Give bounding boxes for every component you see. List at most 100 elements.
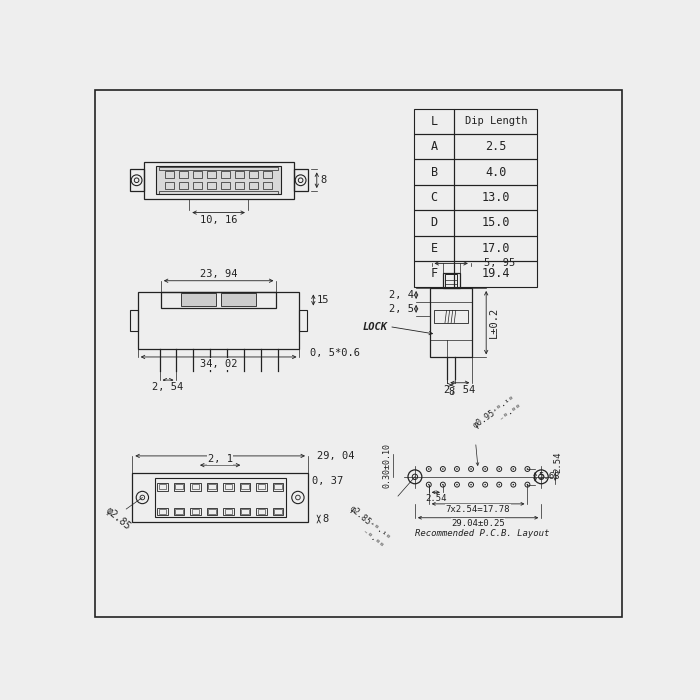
- Text: 0.30±0.10: 0.30±0.10: [382, 443, 391, 488]
- Text: 29, 04: 29, 04: [317, 451, 355, 461]
- Bar: [256, 508, 267, 515]
- Bar: [274, 484, 281, 489]
- Bar: [132, 473, 308, 522]
- Bar: [414, 160, 454, 185]
- Bar: [157, 508, 168, 515]
- Bar: [454, 210, 538, 236]
- Bar: [256, 483, 267, 491]
- Circle shape: [484, 468, 486, 470]
- Bar: [414, 261, 454, 286]
- Text: 2, 5: 2, 5: [389, 304, 414, 314]
- Text: 5, 95: 5, 95: [484, 258, 515, 268]
- Bar: [179, 182, 188, 189]
- Circle shape: [512, 468, 514, 470]
- Circle shape: [526, 484, 528, 485]
- Bar: [454, 108, 538, 134]
- Bar: [430, 288, 473, 357]
- Text: 8: 8: [321, 175, 327, 186]
- Bar: [294, 169, 307, 191]
- Circle shape: [484, 484, 486, 485]
- Bar: [165, 172, 174, 178]
- Text: 2.54: 2.54: [425, 494, 447, 503]
- Bar: [414, 108, 454, 134]
- Bar: [241, 484, 248, 489]
- Bar: [442, 273, 460, 288]
- Bar: [130, 309, 138, 331]
- Bar: [174, 483, 184, 491]
- Bar: [221, 172, 230, 178]
- Bar: [130, 169, 144, 191]
- Text: L: L: [430, 115, 438, 128]
- Text: 0, 37: 0, 37: [312, 476, 343, 486]
- Text: 0, 5*0.6: 0, 5*0.6: [310, 348, 360, 358]
- Text: 19.4: 19.4: [482, 267, 510, 280]
- Bar: [223, 508, 234, 515]
- Bar: [158, 509, 167, 514]
- Text: Recommended P.C.B. Layout: Recommended P.C.B. Layout: [415, 528, 549, 538]
- Circle shape: [442, 484, 444, 485]
- Bar: [300, 309, 307, 331]
- Circle shape: [470, 468, 472, 470]
- Bar: [155, 478, 286, 517]
- Bar: [249, 172, 258, 178]
- Bar: [414, 185, 454, 210]
- Text: φ0.95⁺⁰⋅¹⁰
     ⁻⁰⋅⁰⁰: φ0.95⁺⁰⋅¹⁰ ⁻⁰⋅⁰⁰: [472, 393, 524, 438]
- Text: LOCK: LOCK: [363, 321, 388, 332]
- Bar: [454, 134, 538, 160]
- Bar: [274, 509, 281, 514]
- Bar: [159, 190, 279, 194]
- Text: 4.0: 4.0: [485, 166, 507, 179]
- Bar: [190, 508, 201, 515]
- Bar: [156, 166, 281, 195]
- Text: 17.0: 17.0: [482, 242, 510, 255]
- Bar: [454, 160, 538, 185]
- Circle shape: [428, 468, 430, 470]
- Bar: [225, 484, 232, 489]
- Text: Dip Length: Dip Length: [465, 116, 527, 126]
- Circle shape: [498, 468, 500, 470]
- Text: B: B: [430, 166, 438, 179]
- Bar: [208, 484, 216, 489]
- Circle shape: [470, 484, 472, 485]
- Text: 15.0: 15.0: [482, 216, 510, 230]
- Text: 13.0: 13.0: [482, 191, 510, 204]
- Bar: [208, 509, 216, 514]
- Bar: [206, 508, 217, 515]
- Text: C: C: [430, 191, 438, 204]
- Circle shape: [512, 484, 514, 485]
- Text: φ2.85⁺⁰⋅¹⁰
     ⁻⁰⋅⁰⁰: φ2.85⁺⁰⋅¹⁰ ⁻⁰⋅⁰⁰: [341, 504, 392, 551]
- Text: A: A: [430, 140, 438, 153]
- Bar: [192, 509, 199, 514]
- Bar: [207, 182, 216, 189]
- Bar: [434, 310, 468, 323]
- Bar: [225, 509, 232, 514]
- Bar: [414, 134, 454, 160]
- Bar: [454, 185, 538, 210]
- Circle shape: [428, 484, 430, 485]
- Circle shape: [526, 468, 528, 470]
- Bar: [445, 274, 457, 286]
- Text: 10, 16: 10, 16: [200, 214, 237, 225]
- Bar: [190, 483, 201, 491]
- Bar: [221, 182, 230, 189]
- Bar: [181, 293, 216, 306]
- Text: 2, 54: 2, 54: [444, 385, 475, 395]
- Bar: [414, 236, 454, 261]
- Text: 29.04±0.25: 29.04±0.25: [452, 519, 505, 528]
- Text: 2, 1: 2, 1: [208, 454, 232, 464]
- Text: 2.5: 2.5: [485, 140, 507, 153]
- Bar: [258, 509, 265, 514]
- Text: 23, 94: 23, 94: [200, 269, 237, 279]
- Text: 34, 02: 34, 02: [200, 359, 237, 369]
- Bar: [262, 172, 272, 178]
- Bar: [158, 484, 167, 489]
- Bar: [241, 509, 248, 514]
- Bar: [235, 182, 244, 189]
- Bar: [221, 293, 256, 306]
- Bar: [193, 182, 202, 189]
- Circle shape: [498, 484, 500, 485]
- Bar: [258, 484, 265, 489]
- Bar: [249, 182, 258, 189]
- Text: F: F: [430, 267, 438, 280]
- Text: 2, 54: 2, 54: [153, 382, 183, 392]
